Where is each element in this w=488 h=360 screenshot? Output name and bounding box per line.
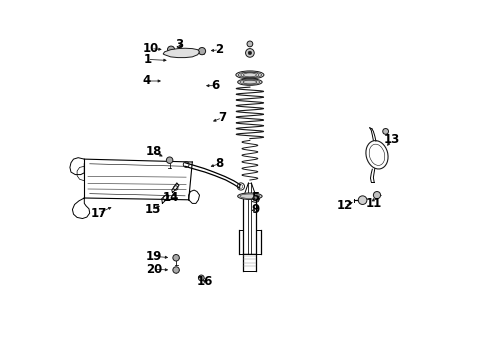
Circle shape xyxy=(247,51,251,55)
Text: 16: 16 xyxy=(196,275,213,288)
Text: 15: 15 xyxy=(144,203,161,216)
Text: 17: 17 xyxy=(90,207,106,220)
Text: 18: 18 xyxy=(145,145,162,158)
Text: 19: 19 xyxy=(145,250,162,263)
Text: 10: 10 xyxy=(142,42,159,55)
Text: 14: 14 xyxy=(163,191,179,204)
Ellipse shape xyxy=(237,79,262,85)
Text: 5: 5 xyxy=(251,191,259,204)
Text: 11: 11 xyxy=(365,197,381,210)
Circle shape xyxy=(246,41,252,47)
Circle shape xyxy=(198,275,204,281)
Circle shape xyxy=(166,157,172,163)
Circle shape xyxy=(172,267,179,273)
Text: 7: 7 xyxy=(218,111,226,124)
Polygon shape xyxy=(163,48,199,58)
Circle shape xyxy=(245,49,254,57)
Ellipse shape xyxy=(235,71,264,79)
Circle shape xyxy=(172,255,179,261)
Text: 4: 4 xyxy=(142,75,150,87)
Ellipse shape xyxy=(237,193,262,199)
Text: 9: 9 xyxy=(251,203,259,216)
Text: 13: 13 xyxy=(383,133,399,146)
Circle shape xyxy=(373,192,380,199)
Text: 2: 2 xyxy=(215,43,223,56)
Text: 8: 8 xyxy=(215,157,223,170)
Circle shape xyxy=(382,129,387,134)
Text: 12: 12 xyxy=(336,199,352,212)
Text: 1: 1 xyxy=(143,53,151,66)
Circle shape xyxy=(167,46,174,53)
Circle shape xyxy=(358,196,366,204)
Text: 6: 6 xyxy=(211,79,220,92)
Text: 20: 20 xyxy=(145,263,162,276)
Circle shape xyxy=(198,48,205,55)
Text: 3: 3 xyxy=(175,39,183,51)
